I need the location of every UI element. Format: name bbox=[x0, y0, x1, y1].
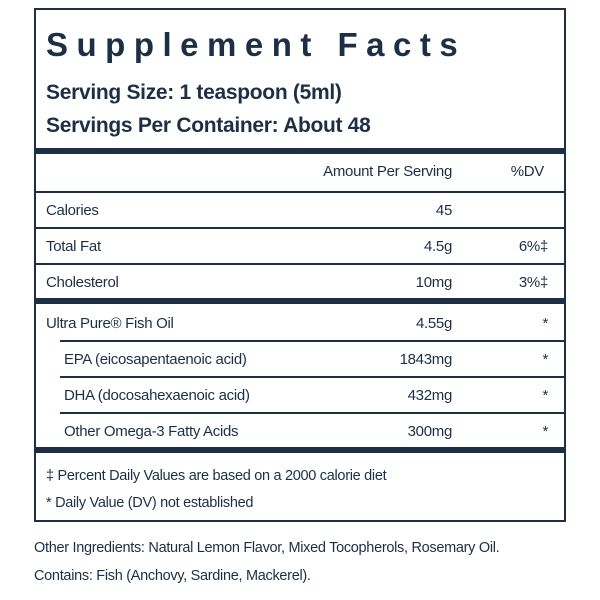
divider bbox=[36, 447, 564, 453]
row-dv: 3%‡ bbox=[518, 274, 548, 291]
divider bbox=[36, 148, 564, 154]
column-header: %DV bbox=[510, 163, 545, 180]
row-dv: * bbox=[542, 387, 548, 404]
servings-per-container: Servings Per Container: About 48 bbox=[46, 114, 371, 137]
serving-size: Serving Size: 1 teaspoon (5ml) bbox=[46, 81, 342, 104]
row-divider bbox=[36, 227, 564, 229]
row-amount: 45 bbox=[435, 202, 452, 219]
row-name: Calories bbox=[46, 202, 99, 219]
row-name: DHA (docosahexaenoic acid) bbox=[64, 387, 250, 404]
row-name: EPA (eicosapentaenoic acid) bbox=[64, 351, 247, 368]
row-dv: * bbox=[542, 351, 548, 368]
row-name: Cholesterol bbox=[46, 274, 119, 291]
title: Supplement Facts bbox=[46, 26, 467, 63]
row-name: Total Fat bbox=[46, 238, 101, 255]
divider bbox=[36, 298, 564, 304]
row-divider bbox=[60, 340, 564, 342]
row-divider bbox=[60, 412, 564, 414]
row-amount: 4.55g bbox=[415, 315, 452, 332]
contains: Contains: Fish (Anchovy, Sardine, Macker… bbox=[34, 568, 311, 584]
row-dv: 6%‡ bbox=[518, 238, 548, 255]
row-dv: * bbox=[542, 423, 548, 440]
facts-box bbox=[34, 8, 566, 522]
row-amount: 300mg bbox=[407, 423, 453, 440]
row-amount: 432mg bbox=[407, 387, 453, 404]
row-name: Other Omega-3 Fatty Acids bbox=[64, 423, 239, 440]
other-ingredients: Other Ingredients: Natural Lemon Flavor,… bbox=[34, 540, 500, 556]
row-amount: 4.5g bbox=[424, 238, 452, 255]
row-amount: 10mg bbox=[415, 274, 453, 291]
row-divider bbox=[60, 376, 564, 378]
footnote: * Daily Value (DV) not established bbox=[46, 495, 254, 511]
footnote: ‡ Percent Daily Values are based on a 20… bbox=[46, 468, 387, 484]
column-header: Amount Per Serving bbox=[323, 163, 452, 180]
row-name: Ultra Pure® Fish Oil bbox=[46, 315, 174, 332]
divider bbox=[36, 191, 564, 193]
row-amount: 1843mg bbox=[399, 351, 453, 368]
row-divider bbox=[36, 263, 564, 265]
row-dv: * bbox=[542, 315, 548, 332]
